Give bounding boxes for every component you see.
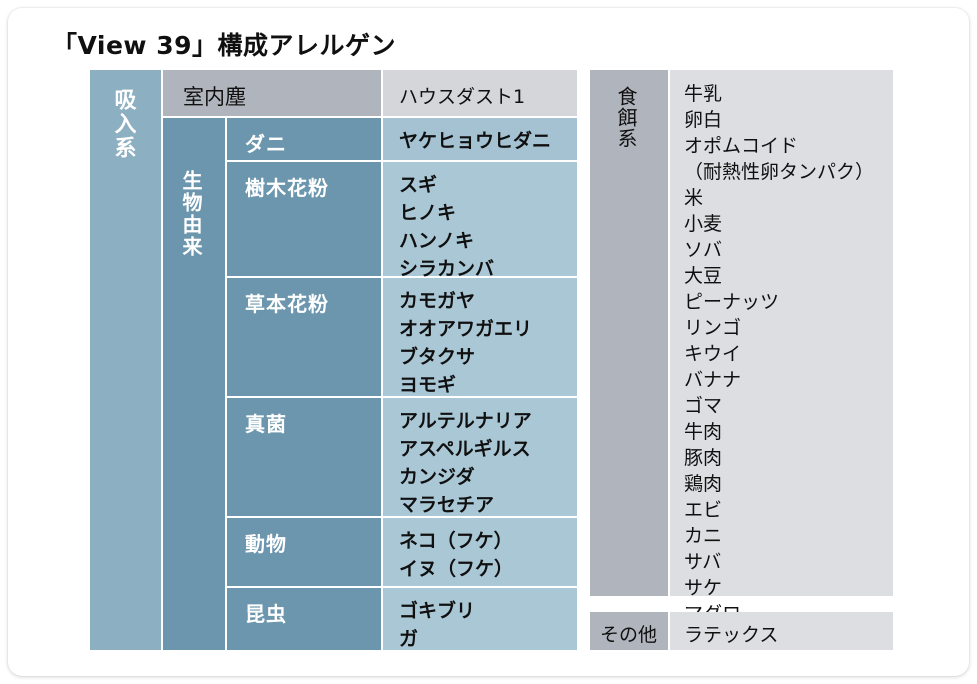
category-tree-pollen: 樹木花粉 [227, 162, 381, 276]
system-label-text: 吸入系 [110, 88, 136, 160]
value-indoor-dust: ハウスダスト1 [383, 70, 577, 116]
category-mite-label: ダニ [245, 132, 287, 156]
content-card: 「View 39」構成アレルゲン 吸入系 室内塵 ハウスダスト1 生物由来 ダニ… [8, 8, 969, 676]
category-fungus-label: 真菌 [245, 412, 287, 436]
value-grass-pollen: カモガヤ オオアワガエリ ブタクサ ヨモギ [383, 278, 577, 396]
category-other: その他 [590, 612, 668, 650]
system-label-inhalation: 吸入系 [90, 70, 161, 650]
value-insect: ゴキブリ ガ [383, 588, 577, 650]
value-fungus-items: アルテルナリア アスペルギルス カンジダ マラセチア [399, 410, 532, 516]
value-mite: ヤケヒョウヒダニ [383, 118, 577, 160]
value-fungus: アルテルナリア アスペルギルス カンジダ マラセチア [383, 398, 577, 516]
value-animal: ネコ（フケ） イヌ（フケ） [383, 518, 577, 586]
value-animal-items: ネコ（フケ） イヌ（フケ） [399, 530, 514, 580]
value-insect-items: ゴキブリ ガ [399, 600, 476, 650]
value-grass-pollen-items: カモガヤ オオアワガエリ ブタクサ ヨモギ [399, 290, 533, 396]
value-food: 牛乳 卵白 オポムコイド （耐熱性卵タンパク） 米 小麦 ソバ 大豆 ピーナッツ… [670, 70, 893, 625]
inhalation-table: 吸入系 室内塵 ハウスダスト1 生物由来 ダニ ヤケヒョウヒダニ 樹木花粉 スギ… [90, 70, 577, 650]
category-tree-pollen-label: 樹木花粉 [245, 176, 329, 200]
category-food-label: 食餌系 [614, 86, 638, 149]
category-indoor-dust: 室内塵 [163, 70, 381, 116]
category-insect: 昆虫 [227, 588, 381, 650]
category-animal-label: 動物 [245, 532, 287, 556]
value-other: ラテックス [670, 612, 893, 650]
category-mite: ダニ [227, 118, 381, 160]
category-other-label: その他 [600, 624, 658, 646]
page-title: 「View 39」構成アレルゲン [52, 31, 397, 60]
value-other-text: ラテックス [684, 624, 779, 646]
group-label-biological-text: 生物由来 [179, 170, 203, 258]
category-insect-label: 昆虫 [245, 602, 287, 626]
category-animal: 動物 [227, 518, 381, 586]
food-table: 食餌系 牛乳 卵白 オポムコイド （耐熱性卵タンパク） 米 小麦 ソバ 大豆 ピ… [590, 70, 893, 625]
category-grass-pollen: 草本花粉 [227, 278, 381, 396]
group-label-biological: 生物由来 [163, 118, 225, 650]
value-food-items: 牛乳 卵白 オポムコイド （耐熱性卵タンパク） 米 小麦 ソバ 大豆 ピーナッツ… [684, 83, 875, 625]
category-indoor-dust-label: 室内塵 [183, 85, 246, 109]
category-food: 食餌系 [590, 70, 668, 596]
value-tree-pollen: スギ ヒノキ ハンノキ シラカンバ [383, 162, 577, 280]
value-indoor-dust-text: ハウスダスト1 [399, 86, 526, 108]
category-fungus: 真菌 [227, 398, 381, 516]
category-grass-pollen-label: 草本花粉 [245, 292, 329, 316]
other-table: その他 ラテックス [590, 612, 893, 650]
value-tree-pollen-items: スギ ヒノキ ハンノキ シラカンバ [399, 174, 495, 280]
value-mite-items: ヤケヒョウヒダニ [399, 130, 552, 152]
